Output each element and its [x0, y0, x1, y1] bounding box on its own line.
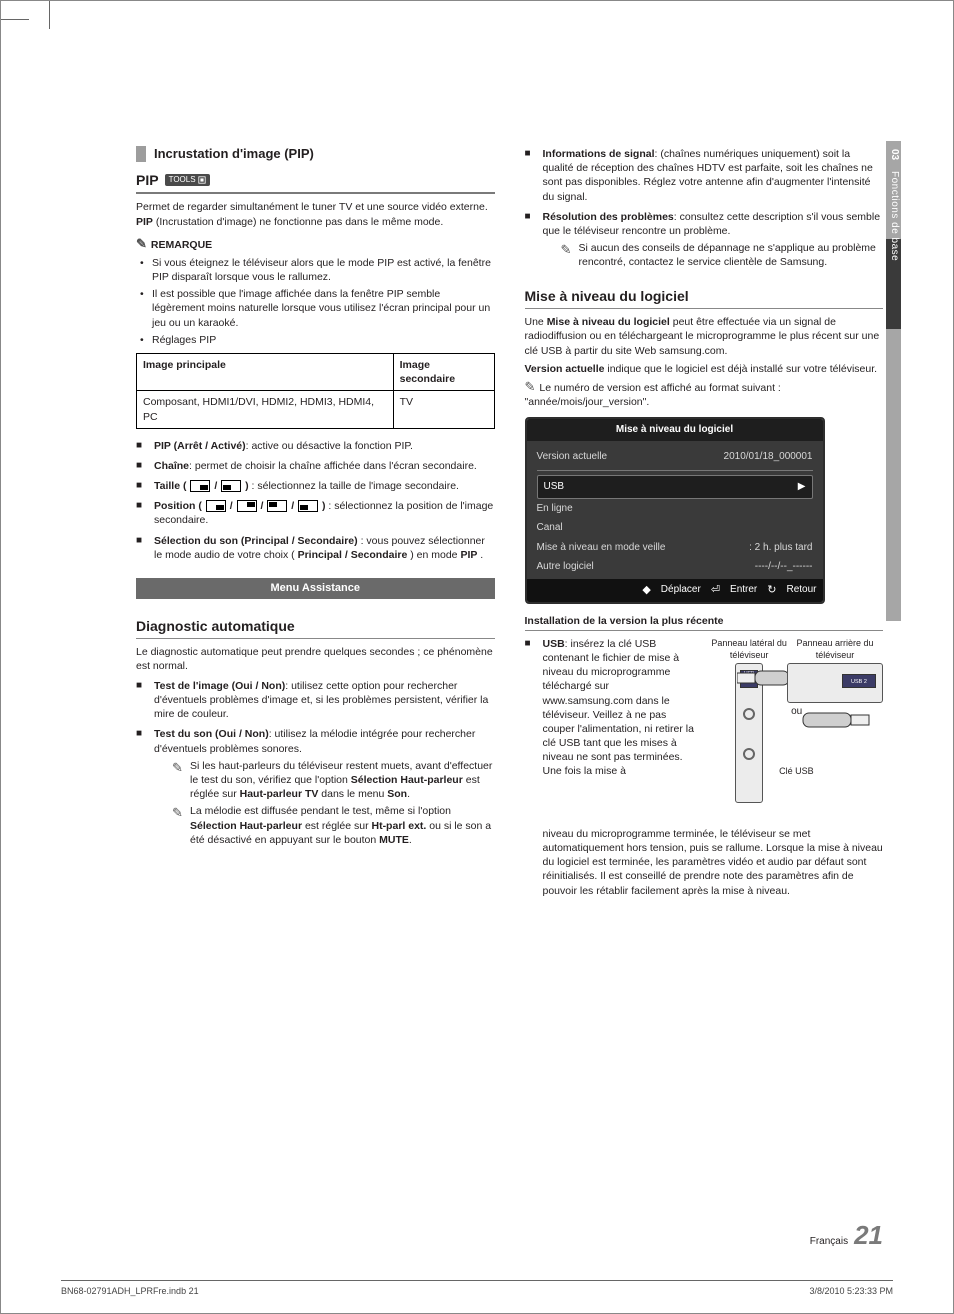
size-icon [190, 480, 210, 492]
running-footer: BN68-02791ADH_LPRFre.indb 21 3/8/2010 5:… [61, 1280, 893, 1297]
list-item: Si vous éteignez le téléviseur alors que… [136, 256, 495, 284]
pip-intro: Permet de regarder simultanément le tune… [136, 200, 495, 228]
list-item: Taille ( / ) : sélectionnez la taille de… [136, 479, 495, 493]
enter-icon: ⏎ [711, 583, 720, 598]
usb-figure: Panneau latéral du téléviseur USB [709, 637, 883, 827]
chapter-number: 03 [886, 149, 901, 160]
table-cell: Composant, HDMI1/DVI, HDMI2, HDMI3, HDMI… [137, 391, 394, 428]
tools-badge: TOOLS [165, 174, 210, 187]
osd-item[interactable]: Mise à niveau en mode veille [537, 541, 666, 555]
position-icon [298, 500, 318, 512]
osd-value: 2010/01/18_000001 [724, 450, 813, 464]
osd-item[interactable]: Canal [537, 521, 563, 535]
timestamp: 3/8/2010 5:23:33 PM [809, 1285, 893, 1297]
page-footer: Français 21 [810, 1218, 883, 1253]
upg-h: ✎Le numéro de version est affiché au for… [525, 380, 884, 409]
chapter-tab: 03 Fonctions de base [886, 141, 901, 621]
upgrade-title: Mise à niveau du logiciel [525, 287, 884, 309]
list-item: Si aucun des conseils de dépannage ne s'… [561, 241, 884, 269]
diag-title: Diagnostic automatique [136, 617, 495, 639]
list-item: Sélection du son (Principal / Secondaire… [136, 534, 495, 562]
list-item: Test de l'image (Oui / Non): utilisez ce… [136, 679, 495, 722]
diag-sublist: Si les haut-parleurs du téléviseur reste… [172, 759, 495, 847]
list-item: USB: insérez la clé USB contenant le fic… [525, 637, 884, 898]
section-title: Incrustation d'image (PIP) [154, 145, 314, 163]
footer-label: Entrer [730, 583, 757, 597]
cropmark [1, 19, 29, 20]
position-icon [267, 500, 287, 512]
left-column: Incrustation d'image (PIP) PIP TOOLS Per… [136, 141, 495, 904]
return-icon: ↻ [767, 583, 776, 598]
software-update-osd: Mise à niveau du logiciel Version actuel… [525, 417, 825, 603]
figure-label: Panneau arrière du téléviseur [787, 637, 883, 661]
pip-options-list: PIP (Arrêt / Activé): active ou désactiv… [136, 439, 495, 562]
usb-install-list: USB: insérez la clé USB contenant le fic… [525, 637, 884, 898]
right-column: Informations de signal: (chaînes numériq… [525, 141, 884, 904]
note-icon: ✎ [525, 380, 536, 393]
position-icon [206, 500, 226, 512]
footer-label: Retour [786, 583, 816, 597]
page-number: 21 [854, 1218, 883, 1253]
table-header: Image principale [137, 353, 394, 390]
usb-plug-icon [787, 707, 883, 735]
section-pip: Incrustation d'image (PIP) [136, 145, 495, 163]
upg-p1: Une Mise à niveau du logiciel peut être … [525, 315, 884, 358]
osd-value: ----/--/--_------ [755, 560, 813, 574]
move-icon: ◆ [642, 583, 650, 598]
list-item: La mélodie est diffusée pendant le test,… [172, 804, 495, 847]
osd-label: Version actuelle [537, 450, 608, 464]
diag-list: Test de l'image (Oui / Non): utilisez ce… [136, 679, 495, 847]
manual-page: 03 Fonctions de base Incrustation d'imag… [0, 0, 954, 1314]
table-cell: TV [393, 391, 494, 428]
figure-label: Panneau latéral du téléviseur [709, 637, 789, 661]
note-icon: ✎ [136, 237, 147, 250]
size-icon [221, 480, 241, 492]
list-item: PIP (Arrêt / Activé): active ou désactiv… [136, 439, 495, 453]
cropmark [49, 1, 50, 29]
osd-item[interactable]: Autre logiciel [537, 560, 594, 574]
upg-p2: Version actuelle indique que le logiciel… [525, 362, 884, 376]
info-list: Informations de signal: (chaînes numériq… [525, 147, 884, 269]
list-item: Informations de signal: (chaînes numériq… [525, 147, 884, 204]
table-header: Image secondaire [393, 353, 494, 390]
osd-title: Mise à niveau du logiciel [527, 419, 823, 441]
doc-name: BN68-02791ADH_LPRFre.indb 21 [61, 1285, 199, 1297]
menu-band: Menu Assistance [136, 578, 495, 599]
chapter-title: Fonctions de base [886, 171, 901, 261]
list-item: Test du son (Oui / Non): utilisez la mél… [136, 727, 495, 846]
osd-item-usb[interactable]: USB ▶ [537, 475, 813, 499]
tv-rear-panel-icon: USB 2 [787, 663, 883, 703]
list-item: Si les haut-parleurs du téléviseur reste… [172, 759, 495, 802]
pip-table: Image principale Image secondaire Compos… [136, 353, 495, 429]
list-item: Chaîne: permet de choisir la chaîne affi… [136, 459, 495, 473]
list-item: Position ( / / / ) : sélectionnez la pos… [136, 499, 495, 527]
tools-icon [198, 176, 206, 184]
install-title: Installation de la version la plus récen… [525, 614, 884, 631]
osd-item[interactable]: En ligne [537, 502, 573, 516]
chevron-right-icon: ▶ [798, 480, 806, 494]
list-item: Résolution des problèmes: consultez cett… [525, 210, 884, 270]
list-item: Réglages PIP [136, 333, 495, 347]
footer-label: Déplacer [661, 583, 701, 597]
position-icon [237, 500, 257, 512]
figure-label: Clé USB [779, 765, 814, 777]
osd-value: : 2 h. plus tard [749, 541, 812, 555]
note-label: ✎REMARQUE [136, 237, 495, 252]
pip-label: PIP [136, 171, 159, 190]
remarks-list: Si vous éteignez le téléviseur alors que… [136, 256, 495, 347]
list-item: Il est possible que l'image affichée dan… [136, 287, 495, 330]
diag-intro: Le diagnostic automatique peut prendre q… [136, 645, 495, 673]
language-label: Français [810, 1235, 848, 1249]
